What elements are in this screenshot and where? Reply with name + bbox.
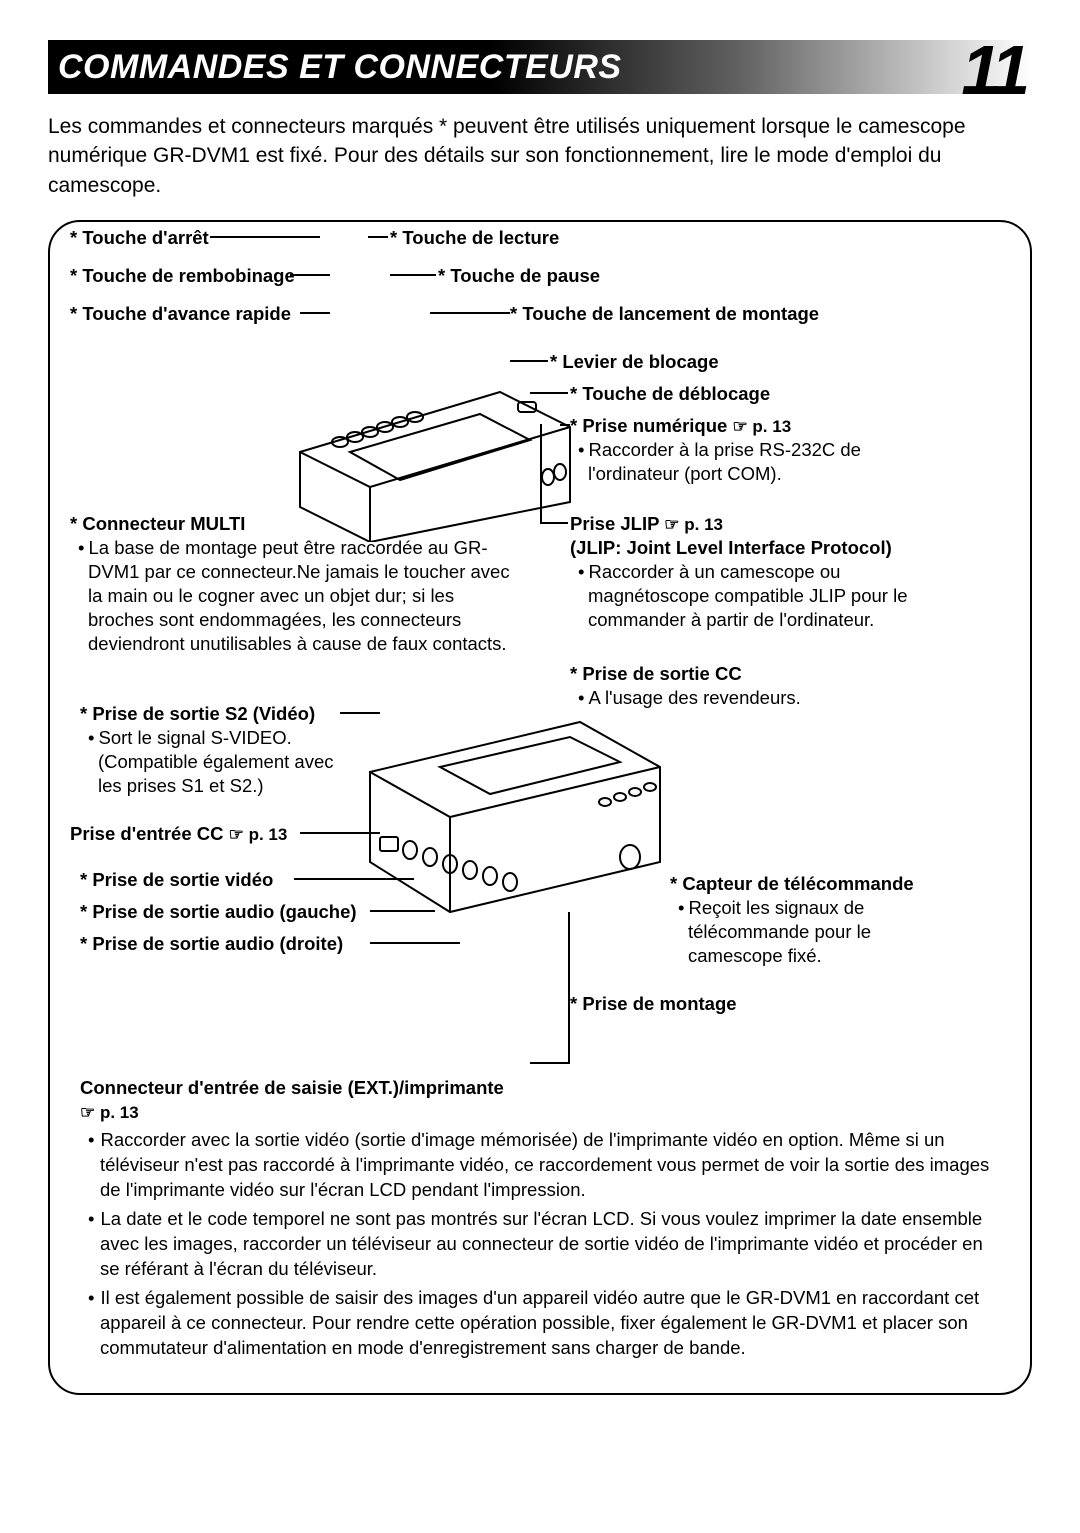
label-play: * Touche de lecture <box>390 226 559 250</box>
detail-multi: La base de montage peut être raccordée a… <box>70 536 510 656</box>
detail-s2: Sort le signal S-VIDEO. (Compatible égal… <box>80 726 355 798</box>
intro-text: Les commandes et connecteurs marqués * p… <box>48 112 1032 200</box>
label-ext-text: Connecteur d'entrée de saisie (EXT.)/imp… <box>80 1077 504 1098</box>
label-remote: * Capteur de télécommande <box>670 872 950 896</box>
ext-bullet-2: La date et le code temporel ne sont pas … <box>80 1207 1000 1282</box>
label-jlip: Prise JLIP p. 13 <box>570 512 950 536</box>
label-pause: * Touche de pause <box>438 264 600 288</box>
label-jlip-text: Prise JLIP <box>570 513 659 534</box>
ext-bullet-3: Il est également possible de saisir des … <box>80 1286 1000 1361</box>
ext-bullet-1: Raccorder avec la sortie vidéo (sortie d… <box>80 1128 1000 1203</box>
detail-digital: Raccorder à la prise RS-232C de l'ordina… <box>570 438 930 486</box>
label-digital: * Prise numérique p. 13 <box>570 414 930 438</box>
label-multi: * Connecteur MULTI <box>70 512 510 536</box>
label-digital-text: * Prise numérique <box>570 415 727 436</box>
label-video-out: * Prise de sortie vidéo <box>80 868 273 892</box>
label-dc-in: Prise d'entrée CC p. 13 <box>70 822 287 846</box>
label-edit-start: * Touche de lancement de montage <box>510 302 819 326</box>
label-ext: Connecteur d'entrée de saisie (EXT.)/imp… <box>80 1076 1000 1100</box>
label-audio-l: * Prise de sortie audio (gauche) <box>80 900 357 924</box>
label-edit-jack: * Prise de montage <box>570 992 737 1016</box>
detail-dc-out: A l'usage des revendeurs. <box>570 686 930 710</box>
label-lock-lever: * Levier de blocage <box>550 350 719 374</box>
diagram-box: * Touche d'arrêt * Touche de rembobinage… <box>48 220 1032 1395</box>
label-jlip-page: p. 13 <box>664 515 723 534</box>
device-top-illustration <box>270 332 590 542</box>
label-ext-page: p. 13 <box>80 1103 139 1122</box>
page-title: COMMANDES ET CONNECTEURS <box>48 48 622 87</box>
page-number: 11 <box>961 30 1026 110</box>
detail-jlip: Raccorder à un camescope ou magnétoscope… <box>570 560 950 632</box>
header-bar: COMMANDES ET CONNECTEURS 11 <box>48 40 1032 94</box>
label-dc-in-text: Prise d'entrée CC <box>70 823 223 844</box>
detail-remote: Reçoit les signaux de télécommande pour … <box>670 896 950 968</box>
label-dc-in-page: p. 13 <box>229 825 288 844</box>
label-jlip-sub: (JLIP: Joint Level Interface Protocol) <box>570 536 950 560</box>
label-s2: * Prise de sortie S2 (Vidéo) <box>80 702 355 726</box>
label-rewind: * Touche de rembobinage <box>70 264 295 288</box>
label-digital-page: p. 13 <box>732 417 791 436</box>
label-release: * Touche de déblocage <box>570 382 770 406</box>
label-ff: * Touche d'avance rapide <box>70 302 291 326</box>
label-audio-r: * Prise de sortie audio (droite) <box>80 932 343 956</box>
device-bottom-illustration <box>320 682 680 922</box>
label-stop: * Touche d'arrêt <box>70 226 209 250</box>
ext-bullets: Raccorder avec la sortie vidéo (sortie d… <box>80 1128 1000 1361</box>
label-dc-out: * Prise de sortie CC <box>570 662 930 686</box>
ext-section: Connecteur d'entrée de saisie (EXT.)/imp… <box>80 1076 1000 1361</box>
